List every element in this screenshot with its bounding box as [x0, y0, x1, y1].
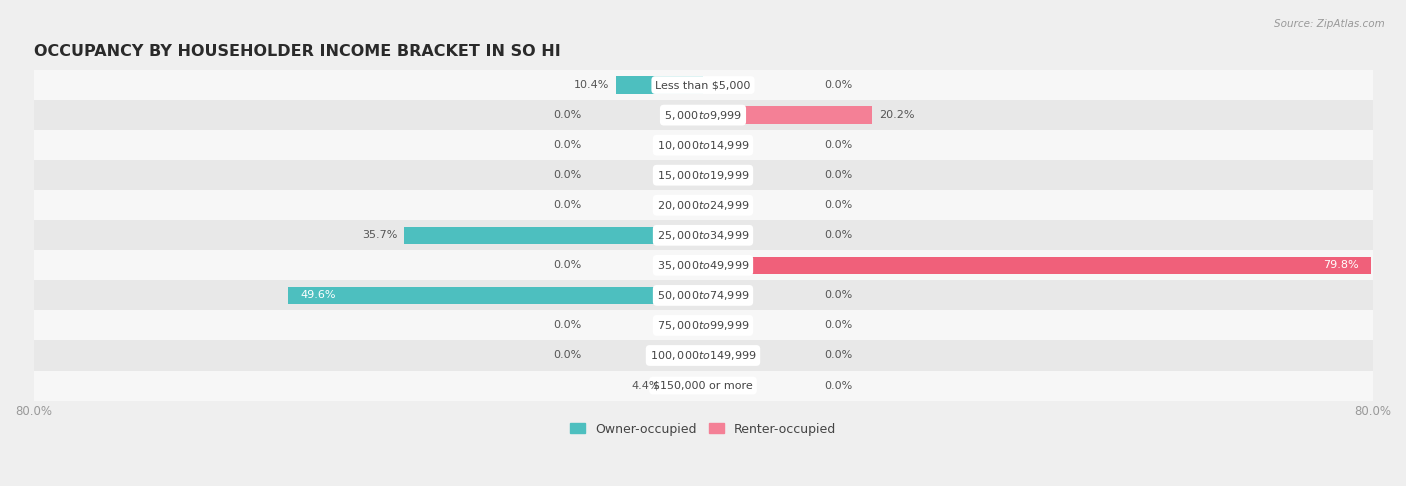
Legend: Owner-occupied, Renter-occupied: Owner-occupied, Renter-occupied — [565, 417, 841, 441]
Text: 0.0%: 0.0% — [554, 320, 582, 330]
Text: $20,000 to $24,999: $20,000 to $24,999 — [657, 199, 749, 212]
Text: OCCUPANCY BY HOUSEHOLDER INCOME BRACKET IN SO HI: OCCUPANCY BY HOUSEHOLDER INCOME BRACKET … — [34, 44, 560, 59]
Text: $150,000 or more: $150,000 or more — [654, 381, 752, 391]
Text: Source: ZipAtlas.com: Source: ZipAtlas.com — [1274, 19, 1385, 30]
Bar — [34, 370, 1372, 400]
Bar — [34, 311, 1372, 341]
Text: $25,000 to $34,999: $25,000 to $34,999 — [657, 229, 749, 242]
Text: 49.6%: 49.6% — [301, 291, 336, 300]
Text: $10,000 to $14,999: $10,000 to $14,999 — [657, 139, 749, 152]
Bar — [616, 76, 703, 94]
Text: 0.0%: 0.0% — [554, 110, 582, 120]
Text: 0.0%: 0.0% — [824, 291, 852, 300]
Text: Less than $5,000: Less than $5,000 — [655, 80, 751, 90]
Text: 0.0%: 0.0% — [824, 200, 852, 210]
Text: $75,000 to $99,999: $75,000 to $99,999 — [657, 319, 749, 332]
Text: 0.0%: 0.0% — [554, 200, 582, 210]
Bar — [34, 341, 1372, 370]
Bar — [34, 250, 1372, 280]
Text: 0.0%: 0.0% — [824, 350, 852, 361]
Text: 0.0%: 0.0% — [824, 381, 852, 391]
Text: 0.0%: 0.0% — [824, 80, 852, 90]
Bar — [34, 100, 1372, 130]
Text: $100,000 to $149,999: $100,000 to $149,999 — [650, 349, 756, 362]
Text: 79.8%: 79.8% — [1323, 260, 1358, 270]
Bar — [34, 280, 1372, 311]
Bar — [666, 377, 703, 394]
Text: $35,000 to $49,999: $35,000 to $49,999 — [657, 259, 749, 272]
Text: 0.0%: 0.0% — [824, 140, 852, 150]
Text: 35.7%: 35.7% — [363, 230, 398, 240]
Text: $50,000 to $74,999: $50,000 to $74,999 — [657, 289, 749, 302]
Bar — [405, 226, 703, 244]
Text: 0.0%: 0.0% — [824, 170, 852, 180]
Text: 0.0%: 0.0% — [824, 230, 852, 240]
Bar — [288, 287, 703, 304]
Bar — [34, 70, 1372, 100]
Text: $15,000 to $19,999: $15,000 to $19,999 — [657, 169, 749, 182]
Bar — [34, 130, 1372, 160]
Bar — [34, 190, 1372, 220]
Text: 0.0%: 0.0% — [554, 350, 582, 361]
Text: 0.0%: 0.0% — [554, 260, 582, 270]
Text: 0.0%: 0.0% — [824, 320, 852, 330]
Text: 20.2%: 20.2% — [879, 110, 914, 120]
Text: $5,000 to $9,999: $5,000 to $9,999 — [664, 108, 742, 122]
Bar — [703, 257, 1371, 274]
Bar — [34, 220, 1372, 250]
Text: 4.4%: 4.4% — [631, 381, 659, 391]
Bar — [703, 106, 872, 124]
Text: 0.0%: 0.0% — [554, 140, 582, 150]
Text: 10.4%: 10.4% — [574, 80, 609, 90]
Bar — [34, 160, 1372, 190]
Text: 0.0%: 0.0% — [554, 170, 582, 180]
